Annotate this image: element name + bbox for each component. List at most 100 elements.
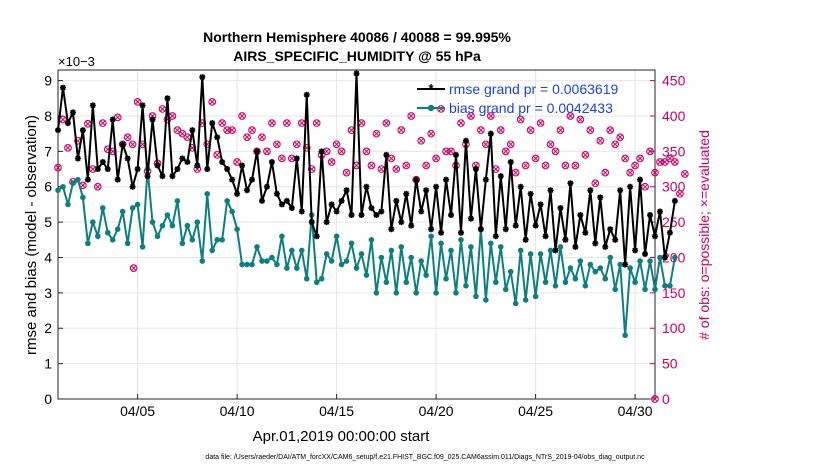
bias-marker [119,208,126,215]
bias-marker [522,297,529,303]
evaluated-marker [592,180,598,186]
evaluated-marker [80,182,86,188]
evaluated-marker [528,127,534,133]
legend: * rmse grand pr = 0.0063619 bias grand p… [417,81,618,116]
left-axis-ticks: 0 1 2 3 4 5 6 7 8 9 [44,73,63,407]
possible-marker [258,133,266,142]
bias-marker [259,258,265,264]
bias-marker [298,247,305,254]
right-tick-label: 0 [662,391,670,407]
zero-count-x-marker [652,396,658,402]
rmse-marker [353,70,360,77]
bias-marker [373,290,380,296]
bias-marker [363,272,370,278]
possible-marker [362,147,371,156]
possible-marker [98,119,107,127]
bias-marker [483,297,489,303]
rmse-marker [398,219,405,226]
rmse-marker [119,141,126,148]
rmse-marker [502,226,509,233]
rmse-marker [204,166,211,173]
possible-marker [64,143,72,152]
evaluated-marker [428,131,434,137]
rmse-marker [656,208,663,215]
evaluated-marker [582,152,588,158]
chart-subtitle: AIRS_SPECIFIC_HUMIDITY @ 55 hPa [233,48,481,64]
bias-marker [468,244,474,250]
rmse-marker [303,91,310,98]
evaluated-marker [65,145,71,151]
possible-marker [387,154,396,163]
possible-marker [656,158,664,166]
bias-marker [423,272,429,278]
bias-marker [637,258,643,264]
bias-marker [134,201,141,208]
possible-marker [486,112,495,120]
possible-outlier-marker [129,264,138,272]
evaluated-marker [552,148,559,154]
bias-marker [159,222,166,229]
bias-marker [428,233,434,240]
possible-marker [551,147,560,156]
possible-marker [243,133,251,142]
bias-marker [229,208,235,215]
rmse-marker [637,176,644,183]
evaluated-marker [542,162,549,169]
bias-marker [368,237,375,243]
evaluated-marker [184,134,190,140]
rmse-marker [234,190,241,197]
bias-marker [189,237,196,243]
evaluated-marker [174,127,180,133]
bias-marker [109,237,116,243]
rmse-marker [184,158,191,165]
rmse-marker [64,120,71,127]
bias-marker [55,187,61,194]
bias-marker [264,258,270,264]
rmse-marker [273,190,280,197]
possible-marker [128,140,137,149]
possible-marker [521,161,530,170]
bias-marker [358,251,365,257]
evaluated-marker [682,171,688,177]
possible-marker [561,161,570,170]
bias-marker [129,205,136,211]
bias-marker [124,240,131,247]
possible-marker [178,129,187,138]
bias-marker [567,265,574,271]
possible-marker [541,161,550,170]
bias-marker [70,180,76,187]
rmse-marker [393,197,400,204]
bias-marker [502,286,509,293]
evaluated-marker [408,113,414,119]
possible-marker [506,140,515,149]
possible-marker [402,161,411,170]
possible-marker [392,165,401,173]
possible-marker [501,147,510,156]
rmse-marker [129,183,136,190]
right-tick-label: 250 [662,214,686,230]
rmse-marker [383,151,390,158]
rmse-marker [467,215,474,222]
rmse-marker [378,208,385,215]
rmse-marker [358,212,365,219]
evaluated-marker [284,120,290,126]
evaluated-marker [597,138,603,144]
rmse-marker [423,187,430,194]
rmse-marker [328,201,335,208]
possible-marker [651,168,659,177]
evaluated-marker [448,148,454,154]
bias-marker [592,268,599,275]
bias-marker [184,222,191,229]
bias-marker [413,290,420,296]
bias-marker [517,247,524,254]
bias-marker [408,254,415,261]
left-tick-label: 2 [44,320,52,336]
evaluated-marker [388,155,394,161]
rmse-marker [671,197,678,204]
legend-rmse: rmse grand pr = 0.0063619 [449,81,618,97]
bias-marker [582,282,589,289]
possible-marker [566,112,575,120]
bias-marker [662,282,668,289]
bias-marker [602,275,609,282]
rmse-marker [149,116,156,123]
